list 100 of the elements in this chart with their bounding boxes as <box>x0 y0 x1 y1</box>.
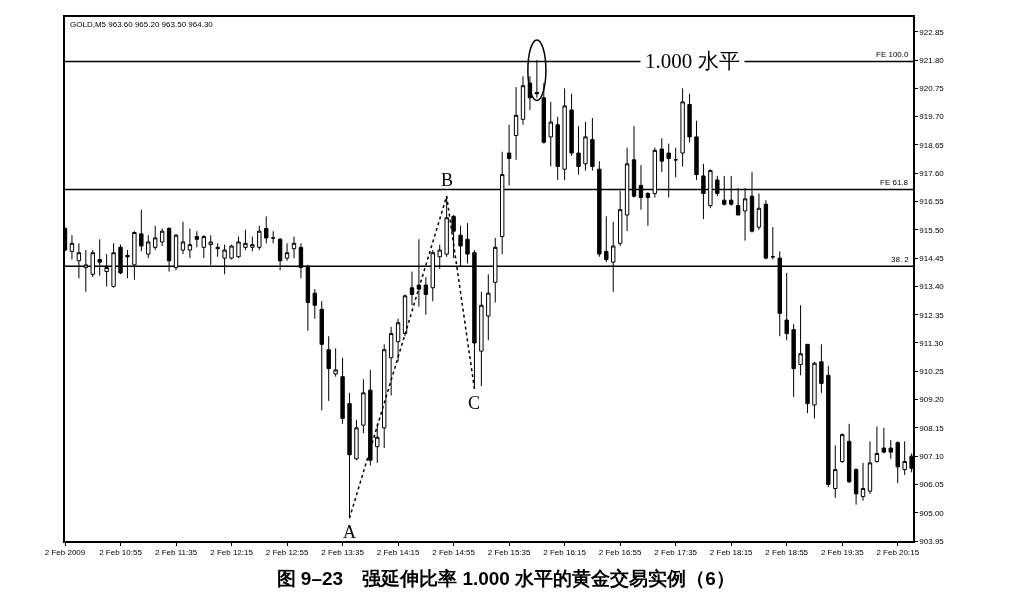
candlestick <box>250 236 255 252</box>
x-tick-label: 2 Feb 20:15 <box>876 548 920 558</box>
y-tick-label: 909.20 <box>919 395 945 405</box>
annotation: C <box>468 393 481 413</box>
candlestick <box>687 93 692 143</box>
x-tick-label: 2 Feb 19:35 <box>820 548 865 558</box>
candlestick <box>590 117 595 172</box>
y-tick-label: 918.65 <box>919 140 945 150</box>
candlestick <box>784 272 789 341</box>
y-tick-label: 912.35 <box>919 310 945 320</box>
candlestick <box>867 440 873 495</box>
candlestick <box>694 120 699 181</box>
candlestick <box>451 214 456 259</box>
candlestick <box>604 215 609 263</box>
candlestick <box>236 236 241 259</box>
candlestick <box>798 304 803 376</box>
candlestick <box>180 221 186 255</box>
candlestick <box>194 230 200 248</box>
x-tick-label: 2 Feb 12:15 <box>210 548 254 558</box>
candlestick <box>284 242 290 262</box>
y-tick-label: 915.50 <box>919 225 945 235</box>
candlestick <box>562 87 567 181</box>
candlestick <box>139 209 144 252</box>
x-tick-label: 2 Feb 14:55 <box>432 548 476 558</box>
candlestick <box>368 369 373 467</box>
candlestick <box>326 335 331 402</box>
candlestick <box>153 225 158 251</box>
candlestick <box>361 378 366 434</box>
annotation: 38. 2 <box>891 255 910 264</box>
candlestick <box>513 86 519 161</box>
candlestick <box>159 227 165 247</box>
candlestick <box>555 116 560 181</box>
candlestick <box>486 273 491 341</box>
candlestick <box>791 323 796 398</box>
y-tick-label: 911.30 <box>919 338 944 348</box>
candlestick <box>763 199 769 260</box>
y-tick-label: 917.60 <box>919 169 945 179</box>
annotation: GOLD,M5 963.60 965.20 963.50 964.30 <box>70 20 214 29</box>
candlestick <box>229 244 234 260</box>
candlestick <box>680 87 685 168</box>
candlestick <box>527 75 533 111</box>
y-tick-label: 906.05 <box>919 480 945 490</box>
x-tick-label: 2 Feb 18:55 <box>765 548 809 558</box>
text: 图 9–23 强延伸比率 1.000 水平的黄金交易实例（6） <box>276 567 735 589</box>
y-tick-label: 903.95 <box>919 536 945 546</box>
y-tick-label: 922.85 <box>919 27 945 37</box>
candlestick <box>264 215 269 244</box>
candlestick <box>673 147 678 178</box>
candlestick <box>506 124 512 186</box>
ref-line-label: FE 100.0 <box>876 50 910 59</box>
candlestick <box>819 343 824 394</box>
y-tick-label: 913.40 <box>919 282 945 292</box>
candlestick <box>576 125 581 176</box>
candlestick <box>520 75 526 126</box>
candlestick <box>645 191 651 227</box>
y-tick-label: 910.25 <box>919 367 945 377</box>
x-tick-label: 2 Feb 13:35 <box>321 548 365 558</box>
candlestick <box>756 192 762 231</box>
y-tick-label: 919.70 <box>919 112 945 122</box>
candlestick <box>853 467 859 506</box>
x-tick-label: 2 Feb 11:35 <box>154 548 198 558</box>
candlestick <box>333 347 338 378</box>
candlestick <box>826 365 831 488</box>
candlestick <box>833 444 838 499</box>
candlestick <box>402 293 408 337</box>
candlestick <box>860 462 866 502</box>
candlestick <box>902 440 907 476</box>
candlestick <box>583 121 588 172</box>
y-tick-label: 920.75 <box>919 84 945 94</box>
candlestick <box>382 343 387 449</box>
candlestick <box>187 227 193 259</box>
x-tick-label: 2 Feb 2009 <box>44 548 86 558</box>
candlestick <box>291 236 297 259</box>
ref-line-label: FE 61.8 <box>880 178 909 187</box>
candlestick <box>375 423 380 464</box>
x-tick-label: 2 Feb 16:15 <box>543 548 587 558</box>
x-tick-label: 2 Feb 16:55 <box>598 548 643 558</box>
x-tick-label: 2 Feb 17:35 <box>654 548 698 558</box>
candlestick <box>201 234 206 259</box>
candlestick <box>395 318 401 363</box>
candlestick <box>548 101 553 168</box>
candlestick <box>354 419 359 461</box>
y-tick-label: 908.15 <box>919 423 945 433</box>
candlestick <box>812 361 817 419</box>
candlestick <box>770 226 776 260</box>
candlestick <box>423 276 429 316</box>
annotation: 1.000 水平 <box>645 49 740 73</box>
x-tick-label: 2 Feb 18:15 <box>709 548 754 558</box>
candlestick <box>874 426 880 464</box>
x-tick-label: 2 Feb 14:15 <box>376 548 420 558</box>
candlestick <box>257 225 262 251</box>
x-tick-label: 2 Feb 10:55 <box>99 548 143 558</box>
x-tick-label: 2 Feb 12:55 <box>265 548 309 558</box>
candlestick <box>840 432 845 464</box>
candlestick <box>846 423 852 484</box>
y-tick-label: 916.55 <box>919 197 945 207</box>
y-tick-label: 905.00 <box>919 508 945 518</box>
candlestick <box>805 343 810 414</box>
annotation: B <box>441 170 454 190</box>
candlestick <box>340 357 345 425</box>
